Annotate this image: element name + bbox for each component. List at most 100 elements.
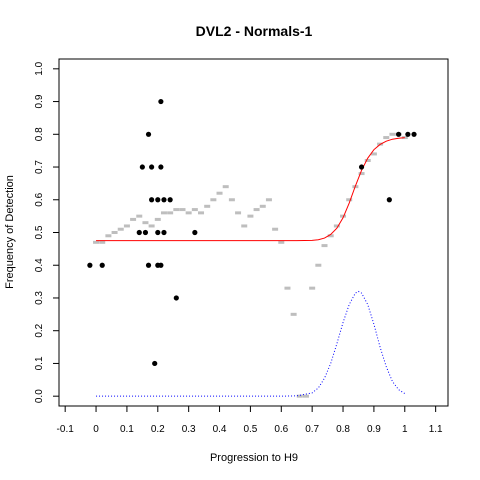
smoothed-point xyxy=(173,208,180,212)
x-tick-label: 0.1 xyxy=(120,424,134,435)
smoothed-point xyxy=(99,240,106,244)
smoothed-point xyxy=(111,231,118,234)
observed-point xyxy=(139,164,145,170)
smoothed-point xyxy=(191,208,198,212)
smoothed-point xyxy=(272,227,279,231)
y-tick-label: 0.1 xyxy=(34,356,45,370)
observed-point xyxy=(145,262,152,268)
observed-point xyxy=(152,360,158,367)
x-tick-label: 0.6 xyxy=(274,424,288,435)
smoothed-point xyxy=(321,244,328,248)
smoothed-point xyxy=(333,224,340,228)
smoothed-point xyxy=(117,227,124,231)
observed-point xyxy=(149,197,155,203)
observed-point xyxy=(167,197,173,203)
smoothed-point xyxy=(358,172,365,176)
smoothed-point xyxy=(265,198,272,202)
observed-series xyxy=(87,98,417,367)
smoothed-point xyxy=(302,394,309,398)
x-tick-label: 0.7 xyxy=(305,424,319,435)
y-tick-label: 0.5 xyxy=(34,225,45,239)
fit-line xyxy=(96,137,405,242)
smoothed-point xyxy=(340,214,347,218)
smoothed-point xyxy=(370,152,377,156)
fit-series xyxy=(96,137,405,242)
smoothed-point xyxy=(185,211,192,215)
smoothed-point xyxy=(389,132,396,136)
smoothed-point xyxy=(290,312,297,316)
smoothed-point xyxy=(364,158,371,162)
x-tick-label: -0.1 xyxy=(57,424,75,435)
observed-point xyxy=(396,131,402,137)
x-tick-label: 0 xyxy=(93,424,99,435)
y-tick-label: 0.9 xyxy=(34,94,45,108)
observed-point xyxy=(155,229,161,236)
observed-point xyxy=(142,229,149,236)
smoothed-point xyxy=(136,214,143,218)
smoothed-point xyxy=(247,214,254,218)
smoothed-point xyxy=(284,286,291,290)
y-tick-label: 0.0 xyxy=(34,389,45,403)
observed-point xyxy=(155,197,161,203)
x-tick-label: 0.2 xyxy=(151,424,165,435)
smoothed-point xyxy=(167,211,174,215)
smoothed-point xyxy=(296,394,303,398)
observed-point xyxy=(136,229,142,236)
observed-point xyxy=(158,164,164,170)
smoothed-point xyxy=(346,198,353,202)
smoothed-point xyxy=(241,224,248,228)
observed-point xyxy=(87,262,93,268)
chart-title: DVL2 - Normals-1 xyxy=(196,23,313,39)
x-tick-label: 0.9 xyxy=(367,424,381,435)
density-line xyxy=(96,290,406,397)
smoothed-point xyxy=(259,204,266,208)
smoothed-point xyxy=(179,208,186,212)
smoothed-point xyxy=(198,211,205,215)
observed-point xyxy=(161,197,167,203)
y-tick-label: 0.3 xyxy=(34,291,45,305)
smoothed-point xyxy=(278,240,285,244)
observed-point xyxy=(149,164,155,170)
smoothed-point xyxy=(253,208,260,212)
y-axis: 0.0 0.1 0.2 0.3 0.4 0.5 0.6 0.7 0.8 0.9 1.0 xyxy=(34,61,59,403)
smoothed-point xyxy=(228,198,235,202)
smoothed-series xyxy=(93,132,408,398)
x-tick-label: 1.1 xyxy=(429,424,443,435)
observed-point xyxy=(405,131,411,137)
y-tick-label: 0.2 xyxy=(34,323,45,337)
observed-point xyxy=(173,295,179,301)
density-series xyxy=(96,290,406,397)
smoothed-point xyxy=(130,217,137,221)
smoothed-point xyxy=(93,240,100,244)
smoothed-point xyxy=(204,204,211,208)
observed-point xyxy=(161,229,167,236)
smoothed-point xyxy=(216,191,223,195)
smoothed-point xyxy=(210,198,217,202)
x-axis-label: Progression to H9 xyxy=(210,452,298,464)
observed-point xyxy=(145,131,152,137)
observed-point xyxy=(192,229,198,236)
smoothed-point xyxy=(154,217,161,221)
smoothed-point xyxy=(123,224,130,228)
x-tick-label: 1 xyxy=(402,424,408,435)
x-tick-label: 0.5 xyxy=(243,424,257,435)
smoothed-point xyxy=(235,211,242,215)
y-axis-label: Frequency of Detection xyxy=(4,175,16,289)
x-tick-label: 0.3 xyxy=(182,424,196,435)
observed-point xyxy=(358,164,365,170)
smoothed-point xyxy=(309,286,316,290)
y-tick-label: 0.7 xyxy=(34,160,45,174)
smoothed-point xyxy=(142,221,149,225)
y-tick-label: 0.8 xyxy=(34,127,45,141)
smoothed-point xyxy=(148,224,155,228)
smoothed-point xyxy=(222,185,229,189)
observed-point xyxy=(411,131,417,137)
observed-point xyxy=(386,197,392,203)
y-tick-label: 1.0 xyxy=(34,61,45,75)
smoothed-point xyxy=(160,211,167,215)
x-axis: -0.1 0 0.1 0.2 0.3 0.4 0.5 0.6 0.7 0.8 0.9 1 1.1 xyxy=(57,406,443,435)
x-tick-label: 0.4 xyxy=(213,424,227,435)
x-tick-label: 0.8 xyxy=(336,424,350,435)
